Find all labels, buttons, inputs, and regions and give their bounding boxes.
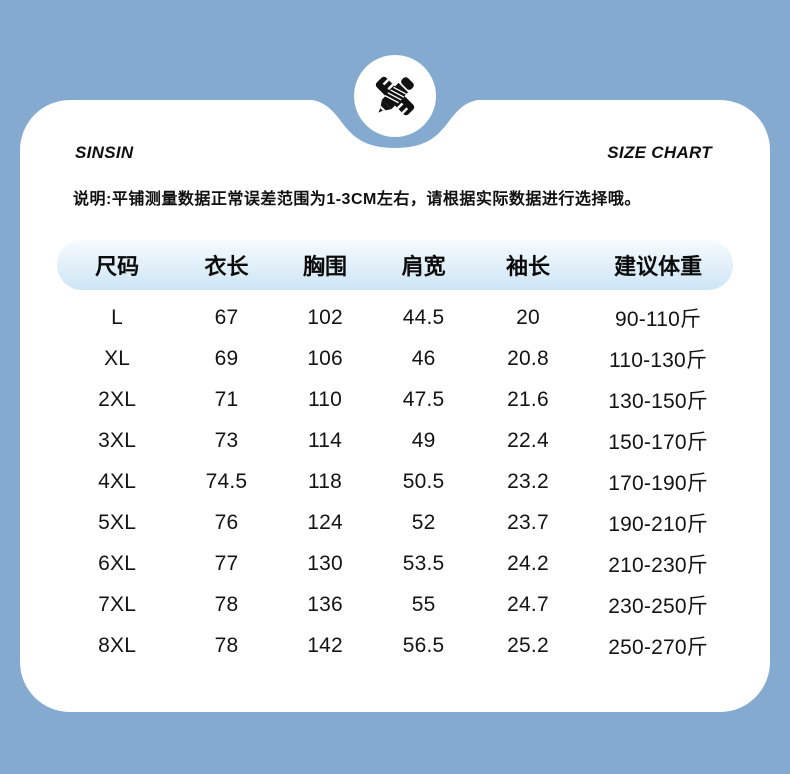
table-cell: 210-230斤 (608, 553, 708, 577)
table-row: L 67 102 44.5 20 90-110斤 (57, 297, 733, 338)
table-cell: 67 (214, 305, 239, 329)
table-cell: 69 (214, 346, 239, 370)
table-cell: 76 (214, 510, 239, 534)
brand-text: SINSIN (75, 143, 134, 162)
table-cell: 52 (411, 510, 436, 534)
table-cell: 74.5 (205, 469, 248, 493)
table-cell: 90-110斤 (614, 307, 702, 331)
table-cell: 190-210斤 (608, 512, 708, 536)
column-header: 尺码 (95, 254, 140, 279)
table-cell: 20 (516, 305, 540, 329)
table-cell: 23.7 (507, 510, 549, 534)
column-header: 建议体重 (614, 254, 703, 279)
table-cell: 24.2 (507, 551, 549, 575)
size-table-body: L 67 102 44.5 20 90-110斤 XL 69 106 46 20.8 110-130斤… (57, 297, 733, 666)
column-header: 肩宽 (401, 254, 446, 279)
table-cell: 130-150斤 (608, 389, 708, 413)
table-cell: 78 (214, 592, 239, 616)
table-cell: 21.6 (507, 387, 549, 411)
table-cell: 78 (214, 633, 239, 657)
table-cell: 110 (307, 387, 343, 411)
table-row: 6XL 77 130 53.5 24.2 210-230斤 (57, 543, 733, 584)
table-cell: 25.2 (507, 633, 549, 657)
table-cell: L (111, 305, 124, 329)
size-table: 尺码 衣长 胸围 肩宽 袖长 建议体重 L 67 102 44.5 20 90-110斤 XL 69 10… (57, 240, 733, 666)
table-row: 7XL 78 136 55 24.7 230-250斤 (57, 584, 733, 625)
table-cell: 124 (307, 510, 343, 534)
column-header: 袖长 (506, 254, 551, 279)
table-cell: 56.5 (402, 633, 445, 657)
table-cell: 55 (411, 592, 436, 616)
table-row: 3XL 73 114 49 22.4 150-170斤 (57, 420, 733, 461)
table-row: 5XL 76 124 52 23.7 190-210斤 (57, 502, 733, 543)
table-cell: 5XL (98, 510, 137, 534)
table-cell: 23.2 (507, 469, 549, 493)
table-cell: 20.8 (507, 346, 549, 370)
table-row: 2XL 71 110 47.5 21.6 130-150斤 (57, 379, 733, 420)
page-title: SIZE CHART (607, 143, 712, 162)
table-cell: 8XL (98, 633, 137, 657)
column-header: 衣长 (204, 254, 249, 279)
table-row: 4XL 74.5 118 50.5 23.2 170-190斤 (57, 461, 733, 502)
table-cell: 170-190斤 (608, 471, 708, 495)
table-cell: 250-270斤 (608, 635, 708, 659)
table-cell: 3XL (98, 428, 137, 452)
table-cell: 230-250斤 (608, 594, 708, 618)
table-cell: 7XL (98, 592, 137, 616)
table-cell: 46 (411, 346, 436, 370)
table-cell: 106 (307, 346, 343, 370)
table-cell: 110-130斤 (609, 348, 708, 372)
table-cell: 150-170斤 (608, 430, 708, 454)
table-cell: 130 (307, 551, 343, 575)
table-cell: 142 (307, 633, 343, 657)
table-cell: 47.5 (402, 387, 445, 411)
table-cell: 50.5 (402, 469, 445, 493)
table-row: XL 69 106 46 20.8 110-130斤 (57, 338, 733, 379)
column-header: 胸围 (303, 254, 348, 279)
table-cell: 136 (307, 592, 343, 616)
table-cell: 53.5 (402, 551, 445, 575)
table-cell: 118 (307, 469, 343, 493)
table-cell: 24.7 (507, 592, 549, 616)
table-cell: 71 (214, 387, 239, 411)
table-cell: 102 (307, 305, 343, 329)
table-cell: 114 (307, 428, 343, 452)
table-cell: 73 (214, 428, 239, 452)
pencil-ruler-icon (375, 76, 415, 116)
table-cell: XL (104, 346, 131, 370)
brand-row: SINSIN SIZE CHART (75, 143, 712, 163)
table-cell: 6XL (98, 551, 137, 575)
table-row: 8XL 78 142 56.5 25.2 250-270斤 (57, 625, 733, 666)
table-cell: 22.4 (507, 428, 549, 452)
table-cell: 49 (411, 428, 436, 452)
badge-circle (354, 55, 436, 137)
table-cell: 4XL (98, 469, 137, 493)
table-cell: 77 (214, 551, 239, 575)
size-table-header: 尺码 衣长 胸围 肩宽 袖长 建议体重 (57, 240, 733, 290)
table-cell: 2XL (98, 387, 137, 411)
measurement-note: 说明:平铺测量数据正常误差范围为1-3CM左右，请根据实际数据进行选择哦。 (73, 191, 641, 208)
table-cell: 44.5 (402, 305, 445, 329)
size-chart-card: SINSIN SIZE CHART 说明:平铺测量数据正常误差范围为1-3CM左… (20, 55, 770, 712)
